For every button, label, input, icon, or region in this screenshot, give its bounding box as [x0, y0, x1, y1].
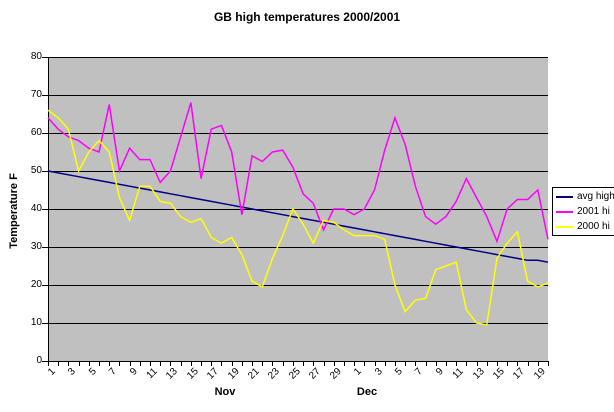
y-tick-label: 50: [30, 165, 42, 176]
legend: avg high 2001 hi 2000 hi: [552, 187, 614, 236]
y-tick-label: 30: [30, 241, 42, 252]
legend-swatch: [556, 195, 573, 198]
series-line-2000-hi: [47, 109, 549, 326]
y-tick-label: 80: [30, 51, 42, 62]
y-tick-label: 60: [30, 127, 42, 138]
legend-swatch: [556, 210, 573, 213]
legend-label: 2001 hi: [577, 206, 610, 217]
month-label-nov: Nov: [214, 386, 236, 398]
legend-label: 2000 hi: [577, 221, 610, 232]
series-line-2001-hi: [47, 102, 549, 244]
legend-swatch: [556, 225, 573, 228]
legend-label: avg high: [577, 191, 614, 202]
chart-title: GB high temperatures 2000/2001: [213, 10, 401, 24]
x-tick-label: 1: [46, 366, 58, 378]
y-tick-label: 20: [30, 279, 42, 290]
y-tick-label: 70: [30, 89, 42, 100]
y-tick-label: 10: [30, 317, 42, 328]
legend-item: avg high: [553, 189, 614, 204]
month-label-dec: Dec: [356, 386, 378, 398]
legend-rows: avg high 2001 hi 2000 hi: [553, 189, 614, 234]
y-tick-label: 0: [36, 355, 42, 366]
legend-item: 2001 hi: [553, 204, 614, 219]
y-tick-label: 40: [30, 203, 42, 214]
plot-area: [42, 57, 549, 366]
legend-item: 2000 hi: [553, 219, 614, 234]
